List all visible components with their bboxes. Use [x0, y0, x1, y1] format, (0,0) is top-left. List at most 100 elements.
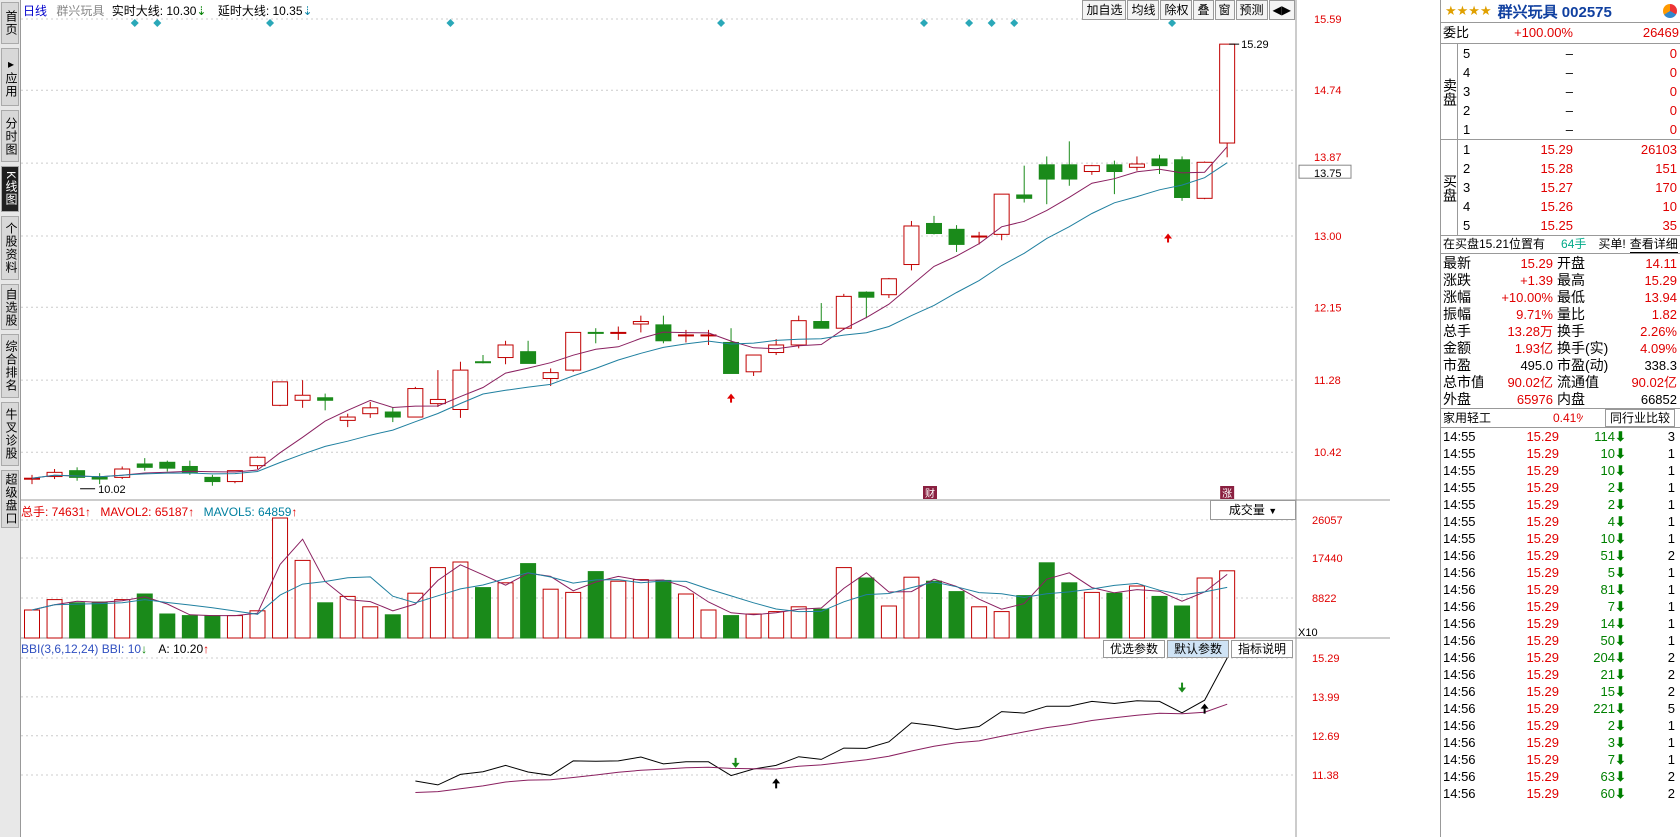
tick-time: 14:55 — [1443, 514, 1476, 529]
sell-level[interactable]: 1 – 0 — [1463, 120, 1677, 139]
quote-row: 外盘 65976 内盘 66852 — [1441, 391, 1680, 408]
tab-0[interactable]: 首页 — [1, 2, 19, 44]
tick-time: 14:56 — [1443, 616, 1476, 631]
volume-bar — [136, 593, 153, 639]
period-label[interactable]: 日线 — [23, 4, 48, 18]
event-diamond-icon — [266, 19, 275, 27]
sell-level[interactable]: 5 – 0 — [1463, 44, 1677, 63]
level-index: 1 — [1463, 122, 1471, 137]
realtime-label: 实时大线: 10.30 — [111, 4, 197, 18]
sell-level[interactable]: 3 – 0 — [1463, 82, 1677, 101]
buy-level[interactable]: 5 15.25 35 — [1463, 216, 1677, 235]
industry-row: 家用轻工 0.41% 同行业比较 — [1441, 409, 1680, 428]
sell-level[interactable]: 4 – 0 — [1463, 63, 1677, 82]
tick-time: 14:56 — [1443, 548, 1476, 563]
stock-title: 群兴玩具 002575 — [1497, 3, 1612, 21]
quote-value: 65976 — [1516, 392, 1553, 407]
volume-bar — [880, 605, 897, 639]
globe-icon[interactable] — [1663, 4, 1677, 18]
buy-level[interactable]: 2 15.28 151 — [1463, 159, 1677, 178]
kline-svg[interactable]: 15.59 14.74 13.87 13.75 13.00 12.15 11.28 10.42… — [21, 0, 1390, 837]
candle-body — [181, 465, 198, 473]
notice-buy: 买单! — [1598, 237, 1626, 251]
toolbar-button-1[interactable]: 均线 — [1127, 0, 1160, 20]
tick-row: 14:55 15.29 2 ⬇ 1 — [1441, 479, 1680, 496]
indicator-dropdown[interactable]: 成交量 ▼ — [1210, 500, 1296, 520]
volume-bar — [1038, 562, 1055, 639]
quote-value: 4.09% — [1640, 341, 1677, 356]
tick-price: 15.29 — [1526, 735, 1559, 750]
tick-price: 15.29 — [1526, 497, 1559, 512]
event-diamond-icon — [446, 19, 455, 27]
volume-header: 总手: 74631↑ MAVOL2: 65187↑ MAVOL5: 64859↑ — [21, 505, 298, 519]
tick-volume: 10 — [1600, 446, 1615, 461]
volume-bar — [565, 591, 582, 639]
tick-volume: 2 — [1607, 497, 1615, 512]
quote-label: 换手(实) — [1557, 340, 1609, 356]
level-index: 1 — [1463, 142, 1471, 157]
mavol5-label: MAVOL5: 64859 — [203, 505, 292, 519]
tab-3[interactable]: K线图 — [1, 166, 19, 212]
tick-time: 14:55 — [1443, 480, 1476, 495]
tab-6[interactable]: 综合排名 — [1, 334, 19, 398]
quote-value: 15.29 — [1644, 273, 1677, 288]
bbi-button-1[interactable]: 默认参数 — [1167, 640, 1230, 658]
buy-level[interactable]: 3 15.27 170 — [1463, 178, 1677, 197]
weibi-label: 委比 — [1443, 25, 1470, 40]
buy-level[interactable]: 4 15.26 10 — [1463, 197, 1677, 216]
volume-bar — [1083, 591, 1100, 639]
view-detail-link[interactable]: 查看详细 — [1629, 237, 1678, 253]
bbi-button-2[interactable]: 指标说明 — [1231, 640, 1294, 658]
kline-chart-area[interactable]: 15.59 14.74 13.87 13.75 13.00 12.15 11.28 10.42… — [21, 0, 1390, 837]
candle-body — [542, 372, 559, 379]
volume-bar — [542, 588, 559, 639]
level-index: 4 — [1463, 65, 1471, 80]
sell-level[interactable]: 2 – 0 — [1463, 101, 1677, 120]
tick-row: 14:55 15.29 4 ⬇ 1 — [1441, 513, 1680, 530]
tick-row: 14:56 15.29 221 ⬇ 5 — [1441, 700, 1680, 717]
tab-4[interactable]: 个股资料 — [1, 216, 19, 280]
volume-bar — [1174, 605, 1191, 639]
marker-cai-text: 财 — [925, 487, 935, 500]
quote-value: 2.26% — [1640, 324, 1677, 339]
tab-8[interactable]: 超级盘口 — [1, 470, 19, 528]
tick-time: 14:55 — [1443, 531, 1476, 546]
chart-header: 日线 群兴玩具 实时大线: 10.30⇣ 延时大线: 10.35⇣ — [23, 2, 313, 19]
volume-bar — [790, 606, 807, 639]
tab-1[interactable]: ▸应用 — [1, 48, 19, 106]
volume-bar — [1016, 595, 1033, 639]
industry-compare-button[interactable]: 同行业比较 — [1605, 409, 1676, 427]
volume-bar — [429, 567, 446, 639]
price-axis-label: 13.00 — [1314, 231, 1342, 243]
tick-count: 1 — [1667, 497, 1675, 512]
quote-label: 振幅 — [1443, 306, 1471, 322]
down-arrow-icon: ⬇ — [1615, 616, 1626, 631]
tab-5[interactable]: 自选股 — [1, 284, 19, 330]
tick-price: 15.29 — [1526, 701, 1559, 716]
candle-body — [948, 228, 965, 245]
volume-bar — [835, 567, 852, 639]
toolbar-button-5[interactable]: 预测 — [1235, 0, 1268, 20]
bbi-axis-label: 12.69 — [1312, 731, 1340, 743]
tab-2[interactable]: 分时图 — [1, 110, 19, 162]
tick-time: 14:56 — [1443, 769, 1476, 784]
down-arrow-icon: ⬇ — [1615, 565, 1626, 580]
bbi-button-0[interactable]: 优选参数 — [1103, 640, 1166, 658]
buy-level[interactable]: 1 15.29 26103 — [1463, 140, 1677, 159]
down-arrow-icon: ⬇ — [1615, 548, 1626, 563]
volume-bar — [339, 595, 356, 639]
toolbar-button-0[interactable]: 加自选 — [1082, 0, 1127, 20]
tab-7[interactable]: 牛叉诊股 — [1, 402, 19, 466]
toolbar-button-3[interactable]: 叠 — [1193, 0, 1214, 20]
chart-toolbar: 加自选 均线 除权叠窗预测 ◀▶ — [1081, 0, 1295, 20]
toolbar-button-2[interactable]: 除权 — [1160, 0, 1193, 20]
level-volume: 0 — [1669, 103, 1677, 118]
tick-list[interactable]: 14:55 15.29 114 ⬇ 3 14:55 15.29 10 ⬇ 1 14:55 15.29 1… — [1441, 428, 1680, 802]
toolbar-button-4[interactable]: 窗 — [1214, 0, 1235, 20]
quote-value: +10.00% — [1501, 290, 1553, 305]
tick-price: 15.29 — [1526, 531, 1559, 546]
candle-body — [723, 341, 740, 374]
toolbar-button-6[interactable]: ◀▶ — [1268, 0, 1295, 20]
volume-bar — [655, 579, 672, 639]
stock-name: 群兴玩具 — [56, 4, 105, 18]
